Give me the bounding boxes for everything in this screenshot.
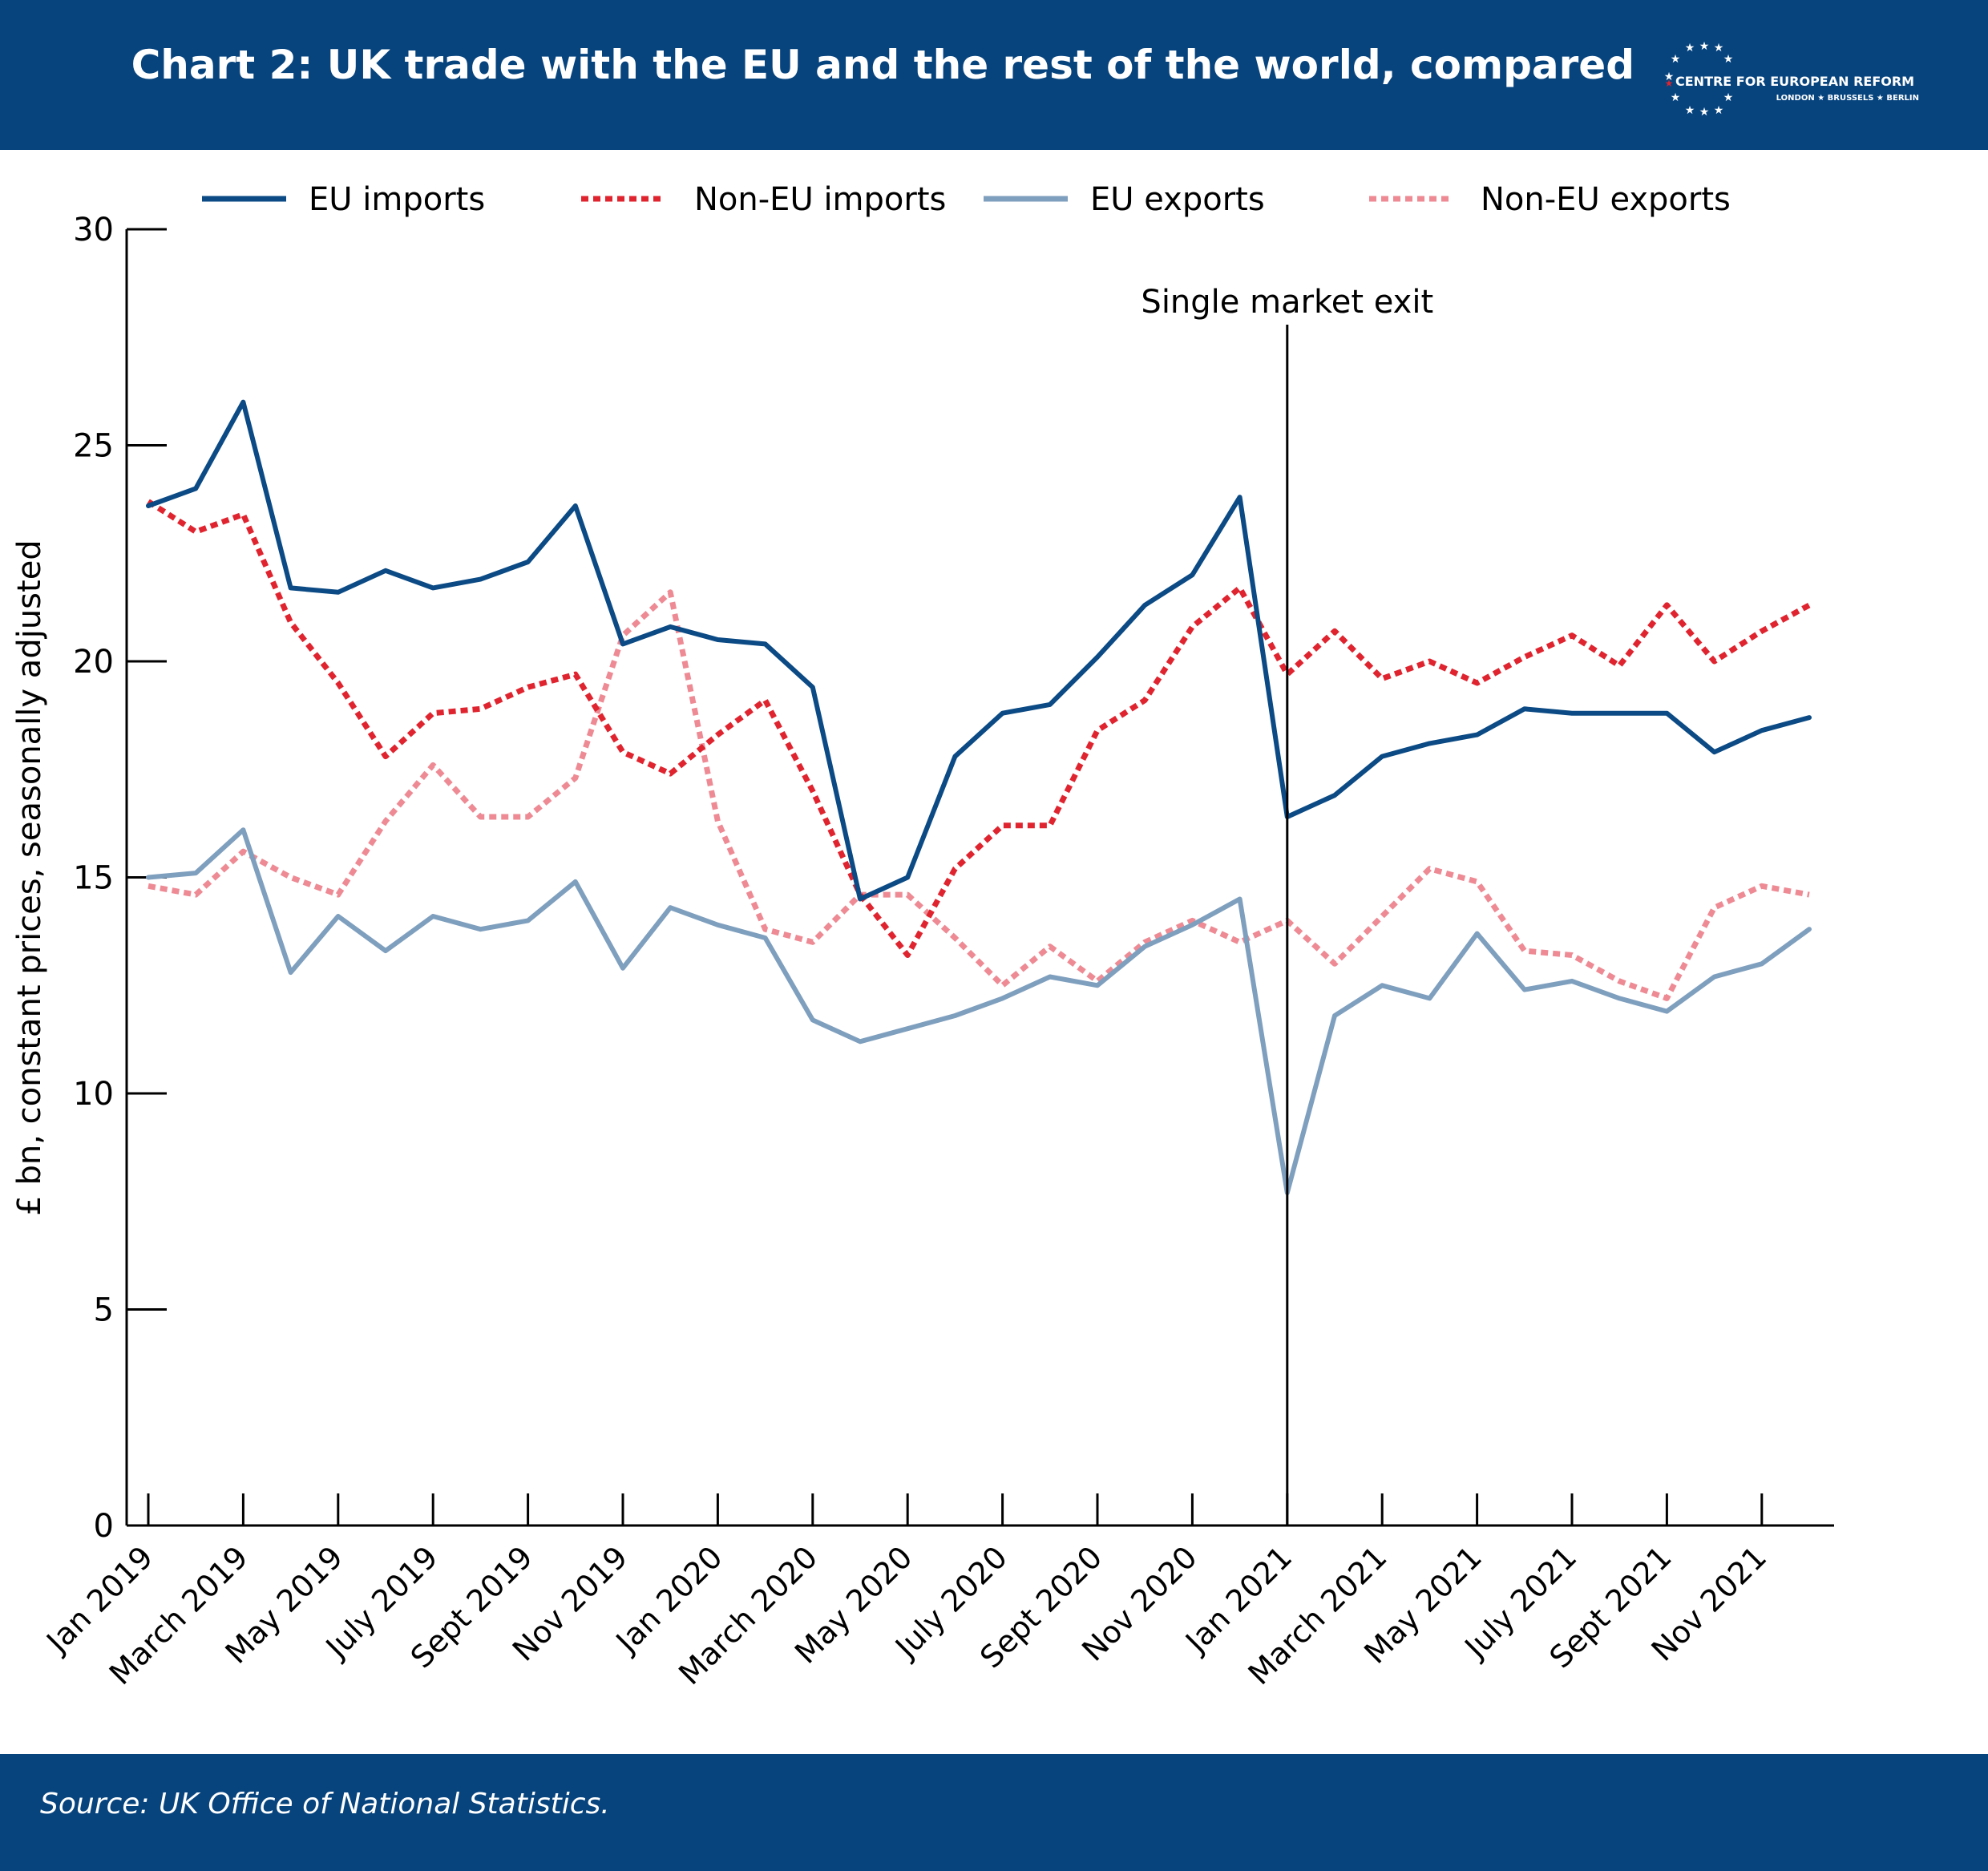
annotation-layer: Single market exit	[1141, 284, 1433, 1525]
red-star-icon: ★	[1665, 78, 1674, 89]
y-tick-label: 5	[94, 1292, 114, 1329]
series-line-eu-exports	[146, 827, 1812, 1195]
y-tick-label: 0	[94, 1508, 114, 1545]
header-banner: Chart 2: UK trade with the EU and the re…	[0, 0, 1988, 150]
cer-logo: ★ ★ ★ ★ ★ ★ ★ ★ ★ ★ ★ ★ CENTRE FOR EUROPEAN RE…	[1664, 40, 1919, 119]
series-line-eu-imports	[146, 399, 1812, 902]
svg-text:★: ★	[1671, 53, 1681, 66]
svg-text:★: ★	[1685, 42, 1695, 55]
series-layer	[146, 399, 1812, 1195]
svg-text:★: ★	[1714, 42, 1724, 55]
annotation-label: Single market exit	[1141, 284, 1433, 321]
y-tick-label: 25	[73, 428, 114, 465]
line-chart: EU imports Non-EU imports EU exports Non-EU…	[11, 181, 1834, 1691]
source-note: Source: UK Office of National Statistics…	[40, 1788, 610, 1820]
y-tick-label: 30	[73, 212, 114, 249]
svg-text:★: ★	[1699, 106, 1710, 119]
logo-name: CENTRE FOR EUROPEAN REFORM	[1675, 74, 1914, 89]
svg-text:★: ★	[1723, 53, 1734, 66]
legend: EU imports Non-EU imports EU exports Non-EU…	[202, 181, 1731, 218]
y-axis-label: £ bn, constant prices, seasonally adjust…	[11, 539, 48, 1215]
series-line-non-eu-imports	[147, 499, 1811, 958]
y-tick-label: 10	[73, 1076, 114, 1113]
logo-cities: LONDON ★ BRUSSELS ★ BERLIN	[1776, 94, 1919, 103]
svg-text:★: ★	[1714, 104, 1724, 117]
svg-text:★: ★	[1671, 91, 1681, 104]
svg-text:★: ★	[1664, 71, 1675, 83]
legend-label: EU exports	[1090, 181, 1265, 218]
eu-stars-ring-icon: ★ ★ ★ ★ ★ ★ ★ ★ ★ ★ ★	[1664, 40, 1734, 119]
legend-label: Non-EU imports	[694, 181, 946, 218]
footer-banner: Source: UK Office of National Statistics…	[0, 1754, 1988, 1871]
legend-label: Non-EU exports	[1481, 181, 1731, 218]
y-tick-label: 15	[73, 860, 114, 897]
svg-text:★: ★	[1723, 91, 1734, 104]
chart-title: Chart 2: UK trade with the EU and the re…	[131, 42, 1634, 88]
series-line-non-eu-exports	[147, 589, 1810, 1001]
svg-text:★: ★	[1699, 40, 1710, 53]
legend-label: EU imports	[309, 181, 485, 218]
svg-text:★: ★	[1685, 104, 1695, 117]
y-tick-label: 20	[73, 644, 114, 681]
